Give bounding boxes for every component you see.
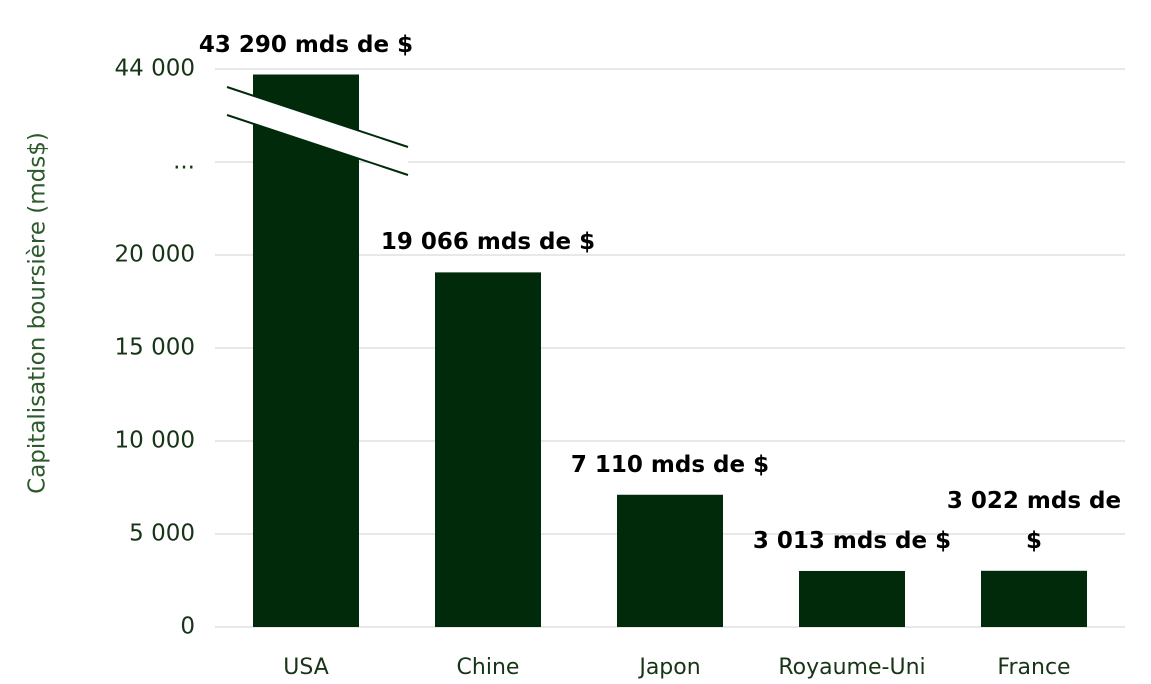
break-gap xyxy=(227,87,408,175)
x-tick-label: Chine xyxy=(457,655,520,680)
value-label: 7 110 mds de $ xyxy=(570,451,770,478)
x-tick-label: USA xyxy=(283,655,329,680)
x-tick-label: France xyxy=(997,655,1070,680)
value-label: 19 066 mds de $ xyxy=(380,229,596,256)
bar xyxy=(435,272,541,627)
bar xyxy=(617,494,723,627)
x-tick-label: Japon xyxy=(637,655,700,680)
y-tick-label: 5 000 xyxy=(129,521,195,547)
break-line xyxy=(226,114,409,176)
value-label: 3 022 mds de $ xyxy=(946,487,1122,554)
break-line xyxy=(226,86,409,148)
bars xyxy=(253,74,1087,627)
bar xyxy=(253,74,359,627)
y-tick-label: 20 000 xyxy=(115,242,195,268)
axis-break xyxy=(226,86,409,176)
y-tick-label: 44 000 xyxy=(115,56,195,82)
value-label: 3 013 mds de $ xyxy=(752,527,952,554)
y-tick-label: 15 000 xyxy=(115,335,195,361)
x-tick-label: Royaume-Uni xyxy=(778,655,925,680)
bar xyxy=(981,570,1087,627)
y-tick-label: 10 000 xyxy=(115,428,195,454)
bar xyxy=(799,570,905,627)
value-label: 43 290 mds de $ xyxy=(198,31,414,58)
y-tick-label: 0 xyxy=(180,614,195,640)
y-axis-title: Capitalisation boursière (mds$) xyxy=(25,132,51,494)
y-tick-label: ... xyxy=(173,149,195,175)
